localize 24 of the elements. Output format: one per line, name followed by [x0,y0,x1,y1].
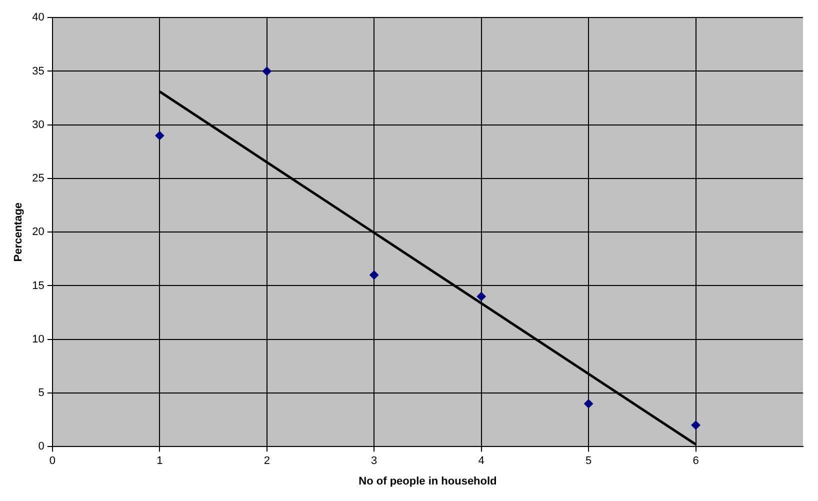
x-tick-label: 6 [692,455,699,468]
y-tick-label: 35 [32,65,44,78]
y-tick-label: 15 [32,280,44,292]
y-axis-title: Percentage [12,202,25,262]
x-tick-label: 2 [264,455,270,468]
x-tick-label: 0 [49,455,56,468]
y-tick-label: 10 [32,333,44,346]
point [155,131,164,140]
y-tick-label: 5 [38,387,44,400]
y-tick-label: 0 [38,440,44,453]
y-tick-label: 30 [32,118,44,131]
y-tick-label: 20 [32,226,44,238]
point [262,66,272,76]
x-tick-label: 1 [156,455,163,468]
x-tick-label: 5 [585,455,592,468]
x-tick-label: 4 [478,455,484,468]
x-axis-title: No of people in household [358,475,497,488]
y-tick-label: 40 [32,12,44,24]
point [691,420,700,430]
y-tick-label: 25 [32,172,44,185]
x-tick-label: 3 [371,455,378,468]
point [476,292,486,301]
point [370,270,379,280]
point [584,399,594,408]
